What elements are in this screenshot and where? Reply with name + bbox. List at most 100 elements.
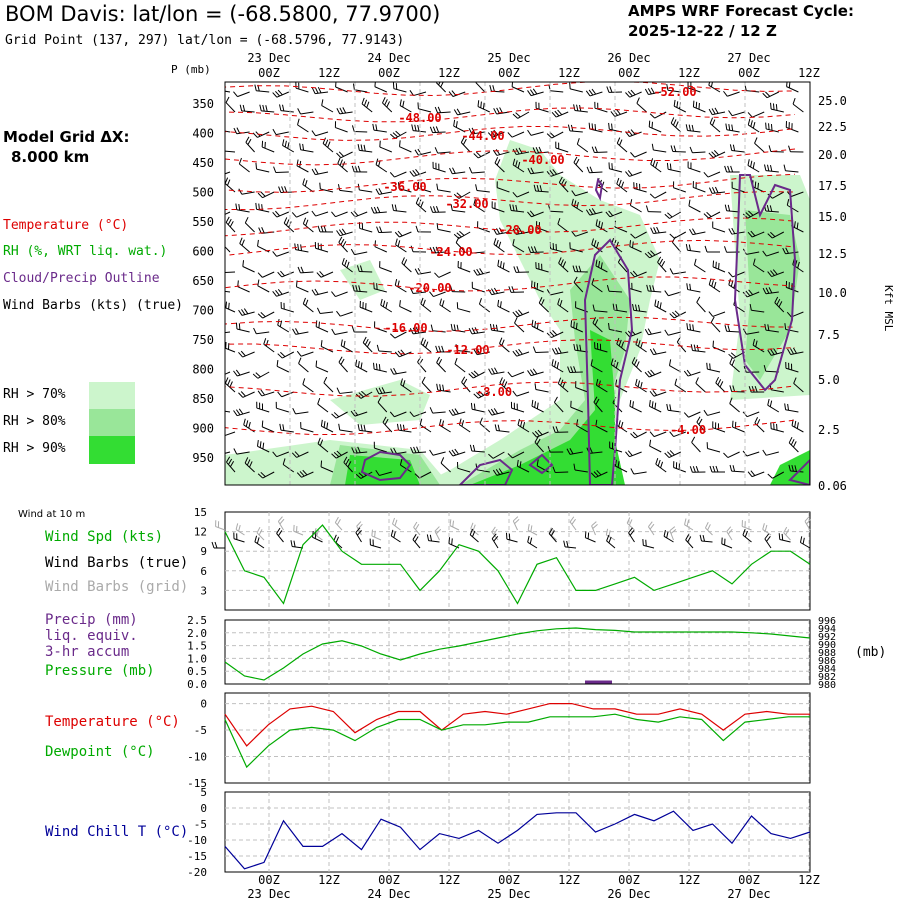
wind-barb — [708, 278, 721, 293]
wind-barb — [527, 210, 544, 218]
wind-barb — [516, 459, 530, 473]
cloud-outline-surface-1 — [360, 450, 412, 482]
wind-barb — [380, 298, 393, 313]
pressure-tick-label: 850 — [192, 392, 214, 406]
dewpoint-line — [224, 713, 810, 769]
wind-barb — [337, 157, 348, 173]
wind-barb — [257, 440, 270, 453]
wind-barb — [391, 204, 407, 213]
rh-area-90-central — [470, 330, 625, 485]
wind-barb — [752, 338, 765, 353]
wind-barb — [373, 441, 387, 453]
wind-barb — [683, 369, 701, 377]
wind-barb — [645, 205, 662, 213]
y-tick-label: -10 — [187, 751, 207, 764]
wind-barb — [689, 146, 706, 154]
wind-barb — [748, 385, 765, 393]
wind-barb — [401, 257, 412, 273]
wind-barb — [272, 89, 290, 98]
wind-barb — [291, 211, 309, 218]
wind-barb — [317, 225, 334, 233]
wind-barb — [336, 228, 353, 237]
wind-barb — [654, 299, 667, 313]
wind-barb — [225, 211, 231, 215]
wind-barb — [765, 122, 779, 133]
pressure-y2-tick-label: 986 — [818, 656, 836, 667]
wind-barb — [728, 110, 745, 117]
page-title: BOM Davis: lat/lon = (-68.5800, 77.9700) — [5, 2, 441, 26]
wind-barb — [280, 301, 294, 313]
wind-barb — [257, 271, 275, 278]
wind-barb — [593, 396, 603, 413]
wind-barb — [723, 451, 740, 459]
wind-barb — [788, 436, 799, 453]
wind-barb — [573, 276, 584, 293]
temperature-contour-label: -52.00 — [653, 85, 696, 99]
top-date-label: 23 Dec — [247, 51, 290, 65]
wind-barb — [747, 118, 760, 133]
temperature-contour — [225, 276, 796, 296]
bottom-time-tick: 12Z — [318, 873, 340, 887]
pressure-y2-tick-label: 982 — [818, 672, 836, 683]
wind-barb — [668, 359, 682, 373]
wind-barb — [419, 418, 432, 433]
wind-barb — [575, 381, 588, 393]
wind-barb — [648, 120, 662, 133]
wind-barb — [687, 161, 701, 173]
pressure-tick-label: 400 — [192, 127, 214, 141]
wind-barb — [512, 227, 530, 235]
wind-barb — [317, 437, 329, 453]
wind-barb — [649, 111, 667, 119]
wind-barb — [703, 211, 721, 219]
wind-barb — [787, 347, 804, 356]
y-tick-label: 1.5 — [187, 640, 207, 653]
wind-barb — [512, 516, 520, 531]
wind-barb — [595, 259, 608, 273]
wind-barb — [712, 340, 726, 353]
wind-barb — [696, 296, 706, 313]
pressure-y2-tick-label: 992 — [818, 632, 836, 643]
legend-wind-barbs-grid: Wind Barbs (grid) — [45, 579, 189, 595]
height-tick-label: 7.5 — [818, 328, 840, 342]
wind-barb — [642, 538, 655, 549]
wind-barb — [233, 448, 250, 455]
wind-barb — [785, 361, 799, 373]
wind-barb — [273, 166, 289, 174]
wind-barb — [272, 210, 289, 218]
wind-barb — [415, 197, 427, 213]
wind-barb — [588, 122, 603, 133]
wind-barb — [382, 416, 393, 433]
wind-barb — [570, 400, 583, 413]
wind-barb — [507, 371, 525, 378]
wind-barb — [314, 241, 329, 253]
wind-barb — [747, 111, 765, 118]
cross-section-plot-area: -52.00-48.00-44.00-40.00-36.00-32.00-28.… — [225, 82, 810, 485]
wind-barb — [709, 465, 726, 473]
wind-barb — [770, 422, 784, 433]
wind-barb — [663, 530, 674, 543]
temperature-line — [224, 703, 810, 747]
wind-barb — [225, 96, 236, 113]
wind-barb — [420, 297, 432, 313]
wind-barb — [534, 436, 544, 453]
wind-barb — [255, 162, 270, 173]
pressure-tick-label: 350 — [192, 97, 214, 111]
wind-barb — [361, 97, 373, 113]
wind-barb — [570, 320, 584, 333]
temperature-contour-label: -4.00 — [670, 423, 706, 437]
wind-barb — [749, 303, 765, 313]
wind-barb — [712, 421, 726, 433]
wind-barb — [687, 82, 701, 93]
wind-barb — [557, 217, 569, 233]
wind-barb — [696, 416, 706, 433]
wind-barb — [548, 84, 564, 93]
wind-barb — [255, 202, 270, 213]
wind-barb — [473, 151, 491, 159]
wind-barb — [784, 323, 799, 333]
wind-barb — [359, 300, 373, 313]
wind-barb — [644, 328, 662, 336]
temperature-contour — [225, 239, 796, 260]
pressure-tick-label: 700 — [192, 304, 214, 318]
wind-barb — [233, 408, 250, 417]
y-tick-label: -5 — [194, 724, 207, 737]
